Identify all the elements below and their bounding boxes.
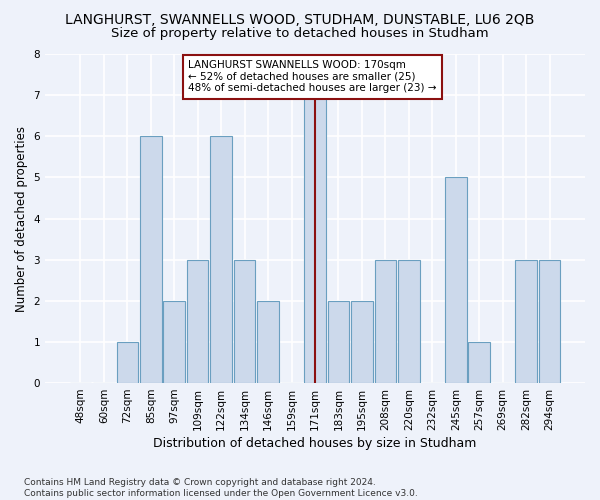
- Bar: [515, 260, 537, 383]
- X-axis label: Distribution of detached houses by size in Studham: Distribution of detached houses by size …: [154, 437, 477, 450]
- Bar: [374, 260, 396, 383]
- Text: Size of property relative to detached houses in Studham: Size of property relative to detached ho…: [111, 28, 489, 40]
- Bar: [539, 260, 560, 383]
- Bar: [187, 260, 208, 383]
- Bar: [328, 301, 349, 383]
- Bar: [211, 136, 232, 383]
- Bar: [163, 301, 185, 383]
- Bar: [445, 178, 467, 383]
- Bar: [257, 301, 279, 383]
- Bar: [116, 342, 138, 383]
- Bar: [234, 260, 256, 383]
- Text: LANGHURST SWANNELLS WOOD: 170sqm
← 52% of detached houses are smaller (25)
48% o: LANGHURST SWANNELLS WOOD: 170sqm ← 52% o…: [188, 60, 437, 94]
- Text: Contains HM Land Registry data © Crown copyright and database right 2024.
Contai: Contains HM Land Registry data © Crown c…: [24, 478, 418, 498]
- Bar: [140, 136, 161, 383]
- Bar: [304, 95, 326, 383]
- Bar: [398, 260, 419, 383]
- Y-axis label: Number of detached properties: Number of detached properties: [15, 126, 28, 312]
- Text: LANGHURST, SWANNELLS WOOD, STUDHAM, DUNSTABLE, LU6 2QB: LANGHURST, SWANNELLS WOOD, STUDHAM, DUNS…: [65, 12, 535, 26]
- Bar: [351, 301, 373, 383]
- Bar: [469, 342, 490, 383]
